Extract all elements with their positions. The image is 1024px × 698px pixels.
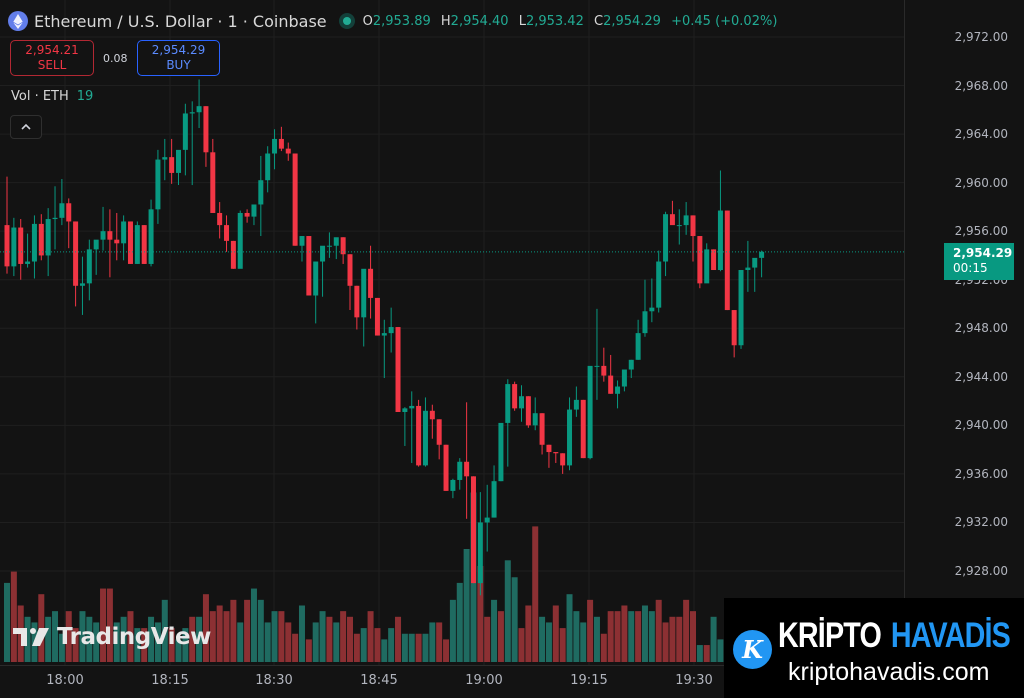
time-tick: 19:30 xyxy=(675,673,713,688)
price-tick: 2,944.00 xyxy=(954,369,1008,384)
price-tick: 2,960.00 xyxy=(954,175,1008,190)
sell-price: 2,954.21 xyxy=(25,43,79,57)
buy-label: BUY xyxy=(166,58,191,72)
high-value: 2,954.40 xyxy=(450,13,509,29)
spread-value: 0.08 xyxy=(103,52,128,65)
price-tick: 2,932.00 xyxy=(954,515,1008,530)
brand-name: KRİPTO HAVADİS xyxy=(778,616,1011,656)
collapse-legend-button[interactable] xyxy=(10,115,42,139)
high-label: H xyxy=(440,13,451,29)
volume-value: 19 xyxy=(76,89,94,104)
symbol-title[interactable]: Ethereum / U.S. Dollar · 1 · Coinbase xyxy=(34,11,327,31)
sell-label: SELL xyxy=(37,58,67,72)
tradingview-label: TradingView xyxy=(57,624,211,650)
symbol-header: Ethereum / U.S. Dollar · 1 · Coinbase O2… xyxy=(8,8,783,34)
price-axis[interactable]: 2,928.00 2,932.00 2,936.00 2,940.00 2,944.00… xyxy=(905,0,1024,666)
chart-grid xyxy=(0,0,905,666)
time-tick: 18:30 xyxy=(255,673,293,688)
close-label: C xyxy=(593,13,604,29)
bar-countdown: 00:15 xyxy=(953,261,988,275)
volume-label: Vol · ETH xyxy=(11,89,69,104)
low-value: 2,953.42 xyxy=(525,13,584,29)
sell-button[interactable]: 2,954.21 SELL xyxy=(10,40,94,76)
time-axis[interactable]: 18:00 18:15 18:30 18:45 19:00 19:15 19:30 xyxy=(0,666,905,698)
close-value: 2,954.29 xyxy=(603,13,661,29)
last-price-value: 2,954.29 xyxy=(953,246,1013,260)
volume-legend[interactable]: Vol · ETH 19 xyxy=(11,89,93,104)
last-price-label: 2,954.29 00:15 xyxy=(944,243,1014,280)
tradingview-logo-icon xyxy=(13,628,49,646)
open-value: 2,953.89 xyxy=(372,13,431,29)
buy-button[interactable]: 2,954.29 BUY xyxy=(137,40,220,76)
ohlc-values: O2,953.89 H2,954.40 L2,953.42 C2,954.29 … xyxy=(363,14,784,29)
chevron-up-icon xyxy=(21,123,31,130)
time-tick: 19:15 xyxy=(570,673,608,688)
price-tick: 2,964.00 xyxy=(954,127,1008,142)
price-tick: 2,936.00 xyxy=(954,466,1008,481)
ethereum-icon[interactable] xyxy=(8,11,28,31)
time-tick: 18:15 xyxy=(151,673,189,688)
time-tick: 19:00 xyxy=(465,673,503,688)
low-label: L xyxy=(518,13,526,29)
kriptohavadis-logo-icon: K xyxy=(733,630,772,669)
price-tick: 2,928.00 xyxy=(954,563,1008,578)
brand-url: kriptohavadis.com xyxy=(788,658,990,686)
candlesticks xyxy=(4,79,765,596)
time-tick: 18:00 xyxy=(46,673,84,688)
price-tick: 2,940.00 xyxy=(954,418,1008,433)
price-chart[interactable] xyxy=(0,0,905,666)
tradingview-watermark[interactable]: TradingView xyxy=(13,624,211,650)
open-label: O xyxy=(362,13,373,29)
price-tick: 2,948.00 xyxy=(954,321,1008,336)
price-tick: 2,972.00 xyxy=(954,30,1008,44)
market-open-status-icon xyxy=(338,13,355,29)
price-change: +0.45 (+0.02%) xyxy=(671,13,778,29)
price-tick: 2,968.00 xyxy=(954,78,1008,93)
time-tick: 18:45 xyxy=(360,673,398,688)
brand-name-part2: HAVADİS xyxy=(890,616,1011,655)
price-tick: 2,956.00 xyxy=(954,224,1008,239)
brand-name-part1: KRİPTO xyxy=(778,616,882,655)
kriptohavadis-banner[interactable]: K KRİPTO HAVADİS kriptohavadis.com xyxy=(724,598,1024,698)
buy-price: 2,954.29 xyxy=(151,43,206,57)
